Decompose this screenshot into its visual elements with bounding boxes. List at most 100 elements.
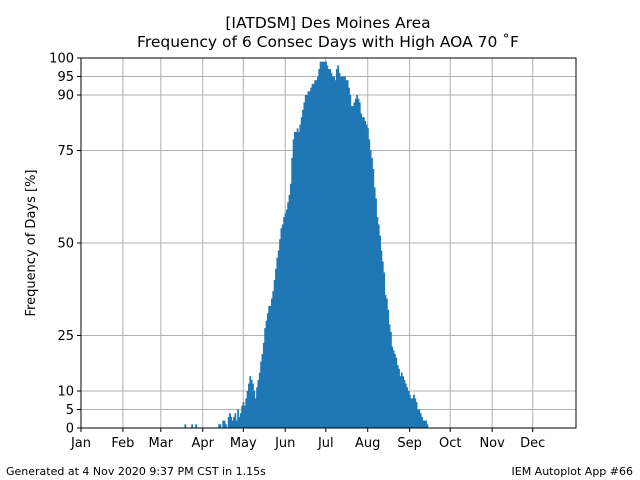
bar bbox=[254, 398, 257, 428]
bar bbox=[250, 379, 253, 428]
y-tick-label: 50 bbox=[57, 237, 74, 252]
bar bbox=[288, 194, 291, 428]
bar bbox=[311, 83, 314, 429]
bar bbox=[310, 87, 312, 428]
bar bbox=[390, 331, 392, 428]
bar bbox=[372, 169, 375, 428]
bar bbox=[414, 398, 417, 428]
bar bbox=[364, 120, 367, 429]
bar bbox=[421, 416, 423, 428]
bar bbox=[413, 394, 415, 428]
bar bbox=[246, 391, 249, 428]
bar bbox=[229, 413, 231, 428]
bar bbox=[345, 80, 348, 428]
footer-app-id: IEM Autoplot App #66 bbox=[511, 465, 634, 478]
bar bbox=[218, 424, 221, 428]
bar bbox=[258, 372, 261, 428]
bar bbox=[241, 405, 244, 428]
bar bbox=[419, 413, 422, 428]
bar bbox=[304, 95, 307, 428]
bar bbox=[354, 98, 357, 428]
bar bbox=[184, 424, 187, 428]
bar bbox=[352, 106, 354, 428]
bar bbox=[257, 379, 260, 428]
x-tick-label: Mar bbox=[149, 436, 174, 451]
bar bbox=[299, 124, 302, 428]
bar bbox=[227, 416, 230, 428]
bar bbox=[272, 291, 275, 428]
bar bbox=[335, 69, 338, 428]
bar bbox=[317, 76, 319, 428]
x-tick-label: Dec bbox=[520, 436, 545, 451]
footer-generated-text: Generated at 4 Nov 2020 9:37 PM CST in 1… bbox=[6, 465, 266, 478]
x-tick-label: Aug bbox=[355, 436, 380, 451]
bar bbox=[307, 91, 310, 429]
bar bbox=[371, 157, 373, 428]
bar bbox=[417, 409, 419, 428]
bar bbox=[235, 420, 238, 428]
bar bbox=[287, 202, 290, 428]
bar bbox=[326, 65, 329, 429]
x-tick-label: Jan bbox=[70, 436, 91, 451]
bar bbox=[253, 391, 256, 428]
bar bbox=[377, 224, 380, 428]
bar bbox=[349, 95, 352, 428]
x-tick-label: Jun bbox=[274, 436, 295, 451]
x-tick-label: Nov bbox=[479, 436, 505, 451]
bar bbox=[362, 117, 365, 428]
bar bbox=[195, 424, 198, 428]
bar bbox=[334, 80, 337, 428]
y-tick-label: 100 bbox=[49, 52, 74, 67]
bar bbox=[275, 268, 277, 428]
bar bbox=[396, 365, 399, 428]
bar bbox=[404, 383, 407, 428]
bar bbox=[252, 383, 254, 428]
bar bbox=[303, 102, 306, 429]
bar bbox=[331, 76, 334, 428]
bar bbox=[368, 139, 371, 428]
bar bbox=[418, 409, 421, 428]
bar bbox=[306, 95, 308, 428]
bar bbox=[325, 61, 327, 428]
bar bbox=[280, 228, 283, 428]
bar bbox=[353, 102, 356, 429]
bar bbox=[375, 198, 377, 428]
bar bbox=[269, 305, 272, 428]
bar bbox=[242, 402, 245, 428]
bar bbox=[238, 416, 241, 428]
bar bbox=[381, 261, 384, 428]
bar bbox=[333, 76, 335, 428]
bar bbox=[360, 113, 363, 428]
bar bbox=[319, 61, 322, 428]
bar bbox=[327, 69, 330, 428]
bar bbox=[338, 72, 341, 429]
bar bbox=[341, 76, 344, 428]
bars bbox=[184, 61, 429, 429]
bar bbox=[344, 76, 346, 428]
y-tick-label: 5 bbox=[66, 403, 74, 418]
y-axis-label: Frequency of Days [%] bbox=[24, 169, 39, 316]
bar bbox=[385, 298, 388, 428]
bar bbox=[395, 357, 398, 428]
bar bbox=[279, 239, 281, 428]
bar bbox=[376, 217, 379, 428]
bar bbox=[273, 280, 276, 428]
bar bbox=[410, 398, 413, 428]
bar bbox=[339, 76, 342, 428]
x-tick-label: Feb bbox=[111, 436, 134, 451]
bar bbox=[265, 320, 268, 428]
bar bbox=[302, 109, 304, 429]
bar bbox=[391, 346, 394, 428]
bar bbox=[266, 313, 269, 428]
bar bbox=[383, 272, 386, 428]
bar bbox=[361, 117, 364, 428]
y-tick-label: 0 bbox=[66, 422, 74, 437]
bar bbox=[387, 309, 390, 428]
y-tick-label: 95 bbox=[57, 70, 74, 85]
y-tick-label: 10 bbox=[57, 385, 74, 400]
bar bbox=[264, 328, 267, 428]
bar bbox=[223, 420, 226, 428]
bar bbox=[380, 250, 383, 428]
bar bbox=[243, 405, 246, 428]
y-tick-label: 25 bbox=[57, 329, 74, 344]
